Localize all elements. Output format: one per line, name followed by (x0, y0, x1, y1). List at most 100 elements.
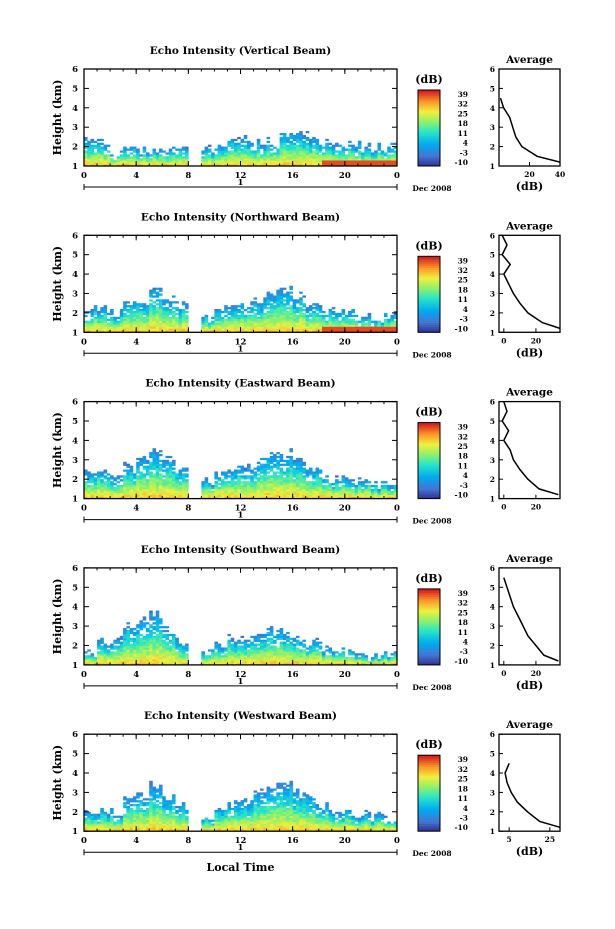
heatmap-cell (126, 641, 130, 644)
heatmap-cell (305, 324, 310, 327)
heatmap-cell (256, 481, 261, 484)
heatmap-cell (233, 488, 238, 492)
heatmap-cell (315, 655, 320, 658)
heatmap-cell (367, 496, 372, 499)
heatmap-cell (354, 655, 359, 658)
heatmap-cell (97, 322, 101, 325)
heatmap-cell (299, 148, 303, 151)
y-axis-label: Height (km) (51, 246, 64, 322)
heatmap-cell (162, 475, 166, 478)
heatmap-cell (142, 483, 147, 486)
heatmap-cell (357, 142, 362, 145)
heatmap-cell (256, 653, 261, 656)
heatmap-cell (331, 160, 336, 163)
heatmap-cell (282, 156, 287, 159)
heatmap-cell (282, 314, 287, 318)
heatmap-cell (93, 320, 98, 323)
heatmap-cell (227, 645, 232, 648)
heatmap-cell (158, 465, 163, 468)
heatmap-cell (139, 661, 143, 664)
heatmap-cell (123, 162, 127, 165)
heatmap-cell (172, 647, 176, 650)
heatmap-cell (97, 158, 101, 161)
heatmap-cell (322, 496, 326, 499)
heatmap-cell (149, 637, 153, 640)
heatmap-cell (292, 492, 297, 496)
heatmap-cell (289, 307, 293, 310)
heatmap-cell (227, 488, 232, 492)
heatmap-cell (132, 637, 137, 640)
heatmap-cell (152, 622, 157, 625)
heatmap-cell (158, 641, 163, 644)
heatmap-cell (269, 628, 274, 631)
heatmap-cell (172, 154, 176, 157)
heatmap-cell (230, 477, 235, 480)
heatmap-cell (240, 645, 245, 648)
heatmap-cell (292, 481, 297, 484)
heatmap-cell (341, 330, 346, 333)
heatmap-cell (328, 320, 333, 323)
heatmap-cell (295, 471, 300, 474)
heatmap-cell (263, 457, 267, 461)
heatmap-cell (344, 477, 349, 480)
colorbar-step (418, 277, 440, 280)
heatmap-cell (390, 158, 395, 161)
heatmap-cell (338, 326, 342, 329)
heatmap-cell (256, 160, 261, 163)
heatmap-cell (84, 144, 88, 147)
heatmap-cell (181, 328, 186, 331)
heatmap-cell (364, 150, 368, 153)
heatmap-cell (227, 643, 232, 646)
heatmap-cell (370, 496, 375, 499)
heatmap-cell (119, 651, 124, 654)
heatmap-cell (201, 320, 205, 323)
heatmap-cell (351, 496, 355, 499)
heatmap-cell (341, 328, 346, 331)
heatmap-cell (299, 322, 303, 325)
colorbar-step (418, 594, 440, 597)
heatmap-cell (344, 324, 349, 327)
heatmap-cell (116, 326, 121, 329)
heatmap-cell (322, 653, 326, 656)
heatmap-cell (175, 318, 179, 321)
heatmap-cell (299, 316, 303, 320)
heatmap-cell (181, 303, 186, 306)
heatmap-cell (110, 496, 114, 499)
heatmap-cell (266, 158, 271, 161)
heatmap-cell (308, 320, 313, 323)
heatmap-cell (390, 156, 395, 159)
average-x-tick-label: 20 (531, 336, 541, 345)
heatmap-cell (110, 160, 114, 163)
heatmap-cell (132, 641, 137, 644)
heatmap-cell (185, 322, 189, 325)
heatmap-cell (335, 486, 339, 490)
heatmap-cell (165, 162, 170, 165)
heatmap-cell (162, 324, 166, 327)
heatmap-cell (260, 158, 264, 161)
heatmap-cell (230, 645, 235, 648)
x-tick-label: 12 (235, 504, 247, 514)
heatmap-cell (224, 494, 228, 497)
heatmap-cell (344, 496, 349, 499)
heatmap-cell (247, 158, 251, 161)
colorbar-step (418, 256, 440, 259)
heatmap-cell (299, 312, 303, 316)
heatmap-cell (103, 471, 108, 474)
heatmap-cell (172, 657, 176, 660)
heatmap-cell (302, 146, 307, 149)
heatmap-cell (387, 657, 391, 660)
heatmap-cell (214, 148, 218, 151)
heatmap-cell (220, 152, 225, 155)
heatmap-cell (266, 483, 271, 486)
heatmap-cell (328, 318, 333, 321)
heatmap-cell (87, 473, 91, 476)
heatmap-cell (139, 494, 143, 497)
heatmap-cell (162, 639, 166, 642)
heatmap-cell (84, 150, 88, 153)
heatmap-cell (279, 485, 284, 488)
heatmap-cell (168, 467, 173, 470)
heatmap-cell (276, 314, 280, 318)
heatmap-cell (292, 479, 297, 482)
heatmap-cell (152, 477, 157, 480)
heatmap-cell (292, 655, 297, 658)
